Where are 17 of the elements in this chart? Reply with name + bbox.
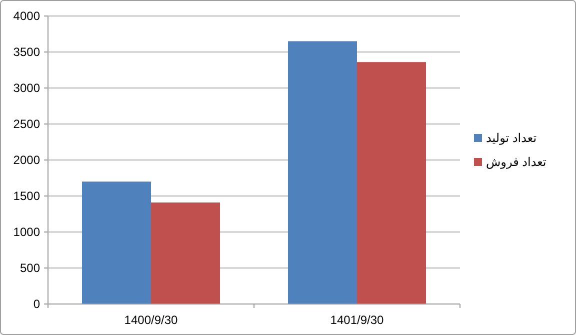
bar (82, 182, 151, 304)
y-tick-label: 2000 (13, 153, 40, 168)
bar (357, 62, 426, 304)
x-tick-label: 1400/9/30 (124, 313, 178, 327)
x-tick-label: 1401/9/30 (330, 313, 384, 327)
y-tick-label: 0 (33, 297, 40, 312)
y-tick-label: 1000 (13, 225, 40, 240)
y-tick-label: 3500 (13, 45, 40, 60)
y-tick-label: 500 (20, 261, 40, 276)
y-tick-label: 1500 (13, 189, 40, 204)
bar (288, 41, 357, 304)
y-tick-label: 4000 (13, 9, 40, 24)
y-tick-label: 2500 (13, 117, 40, 132)
legend-label: تعداد تولید (486, 131, 537, 146)
bar (151, 202, 220, 304)
y-tick-label: 3000 (13, 81, 40, 96)
legend-label: تعداد فروش (486, 155, 546, 170)
